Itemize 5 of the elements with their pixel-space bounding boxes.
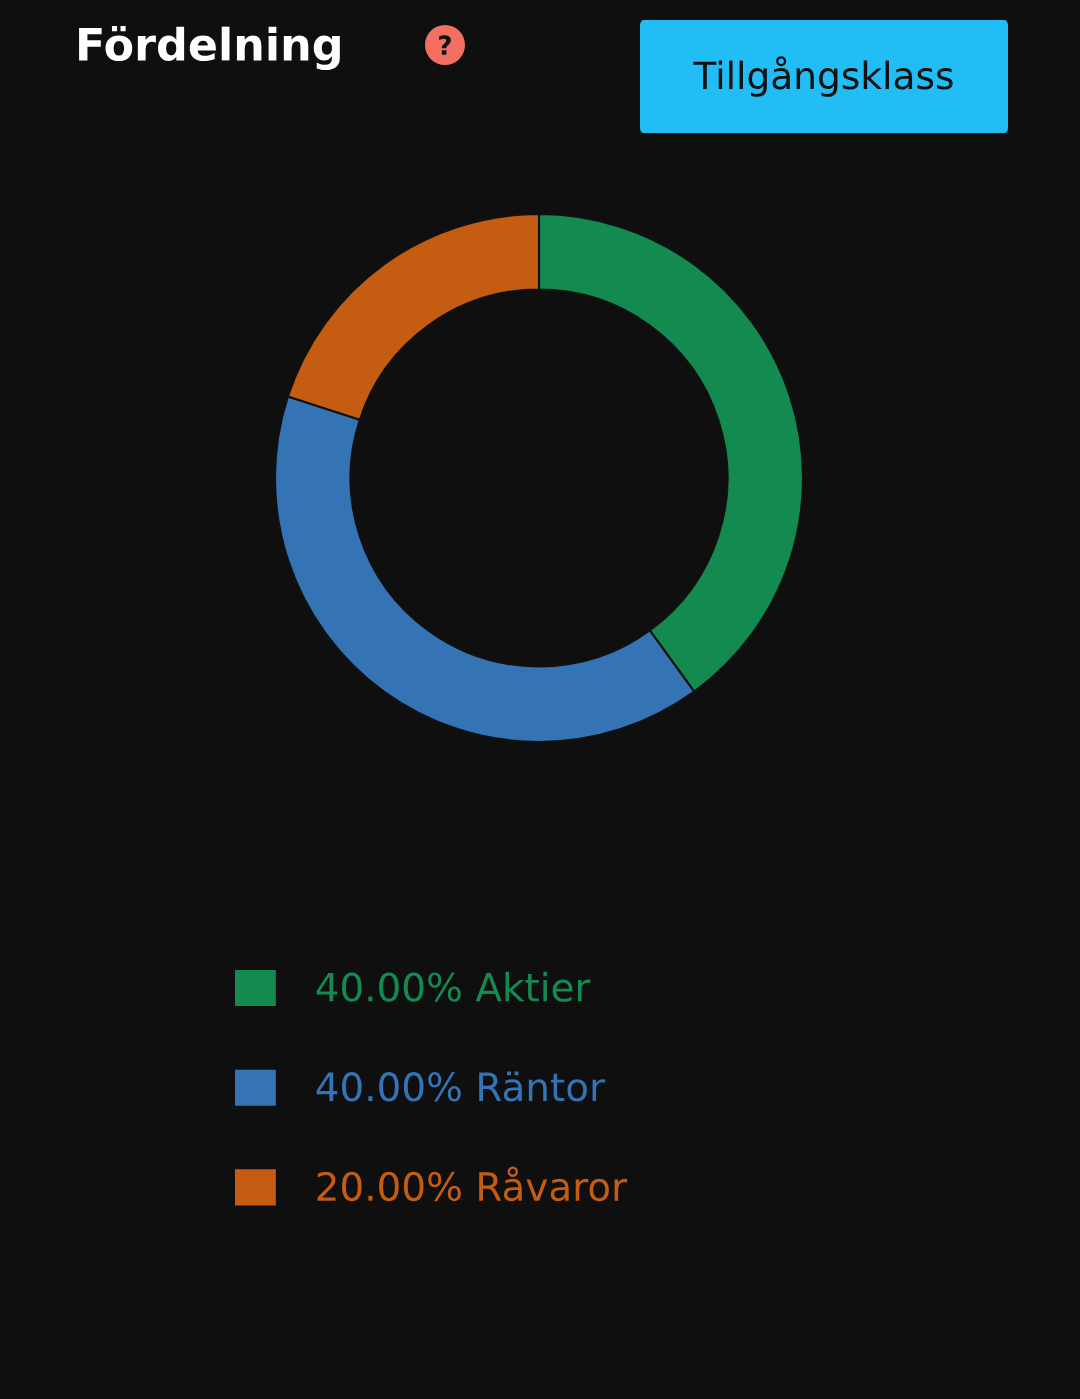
legend-label: 40.00% Räntor <box>316 1071 606 1102</box>
chart-title: Fördelning <box>79 26 340 70</box>
text: Tillgångsklass <box>693 56 953 97</box>
legend-label: 40.00% Aktier <box>316 971 591 1002</box>
legend-label: 20.00% Råvaror <box>317 1166 628 1202</box>
